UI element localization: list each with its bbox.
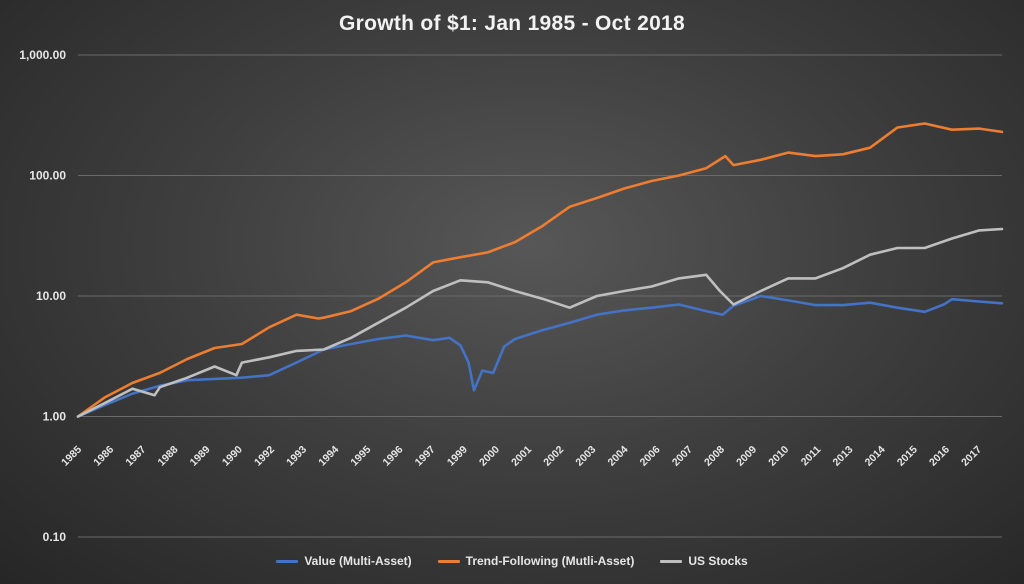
y-tick-label: 10.00 — [36, 289, 66, 303]
legend-label: Trend-Following (Mutli-Asset) — [465, 554, 635, 568]
x-tick-label: 2009 — [734, 444, 759, 469]
legend-item: Trend-Following (Mutli-Asset) — [437, 554, 635, 568]
x-tick-label: 1988 — [156, 444, 181, 469]
y-tick-label: 1.00 — [43, 410, 67, 424]
x-tick-label: 1985 — [59, 444, 84, 469]
chart-title: Growth of $1: Jan 1985 - Oct 2018 — [338, 12, 686, 35]
x-tick-label: 2004 — [606, 444, 631, 469]
x-tick-label: 2016 — [927, 444, 952, 469]
x-tick-label: 1986 — [91, 444, 116, 469]
legend-label: Value (Multi-Asset) — [304, 554, 412, 568]
x-tick-label: 1989 — [188, 444, 213, 469]
x-tick-label: 1994 — [316, 444, 341, 469]
x-tick-label: 2010 — [766, 444, 791, 469]
series-line — [76, 227, 1004, 418]
x-tick-label: 1993 — [284, 444, 309, 469]
y-tick-label: 100.00 — [29, 169, 66, 183]
x-tick-label: 2001 — [509, 444, 534, 469]
x-tick-label: 1997 — [413, 444, 438, 469]
series-line — [76, 122, 1004, 418]
x-tick-label: 1996 — [381, 444, 406, 469]
y-tick-label: 1,000.00 — [19, 48, 66, 62]
legend-swatch — [660, 559, 683, 563]
x-tick-label: 2015 — [895, 444, 920, 469]
x-tick-label: 1990 — [220, 444, 245, 469]
x-tick-label: 2017 — [959, 444, 984, 469]
x-tick-label: 1992 — [252, 444, 277, 469]
x-tick-label: 2002 — [541, 444, 566, 469]
legend-swatch — [437, 559, 460, 563]
x-tick-label: 1999 — [445, 444, 470, 469]
legend-swatch — [276, 559, 299, 563]
x-tick-label: 1995 — [348, 444, 373, 469]
series-line — [76, 294, 1004, 418]
x-tick-label: 2003 — [573, 444, 598, 469]
x-tick-label: 2013 — [831, 444, 856, 469]
x-tick-label: 2007 — [670, 444, 695, 469]
legend-item: Value (Multi-Asset) — [276, 554, 412, 568]
x-tick-label: 2000 — [477, 444, 502, 469]
x-tick-label: 2014 — [863, 444, 888, 469]
x-tick-label: 1987 — [123, 444, 148, 469]
chart-legend: Value (Multi-Asset) Trend-Following (Mutl… — [0, 554, 1024, 568]
x-tick-label: 2008 — [702, 444, 727, 469]
legend-label: US Stocks — [688, 554, 748, 568]
x-tick-label: 2006 — [638, 444, 663, 469]
x-tick-label: 2011 — [799, 444, 824, 469]
y-tick-label: 0.10 — [43, 530, 67, 544]
legend-item: US Stocks — [660, 554, 748, 568]
